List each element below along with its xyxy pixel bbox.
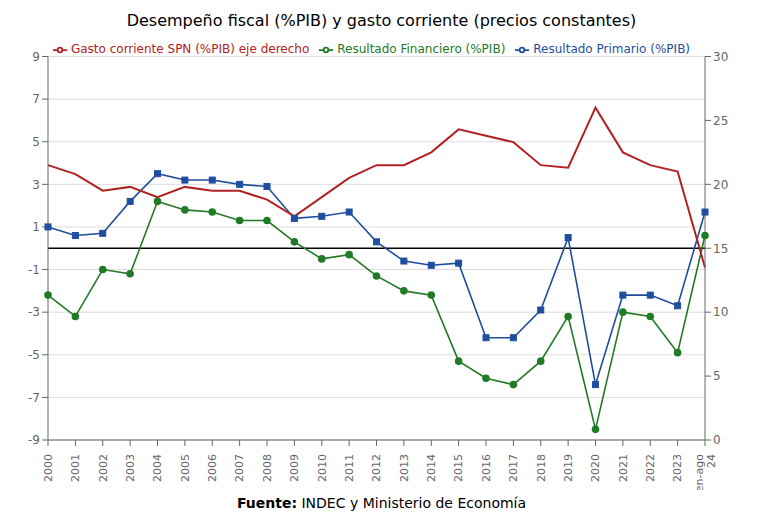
svg-text:10: 10 xyxy=(713,305,728,319)
html-text:Fuente: INDEC y Ministerio de: Fuente: INDEC y Ministerio de Economía xyxy=(236,495,527,511)
svg-text:2018: 2018 xyxy=(535,454,548,482)
svg-text:2005: 2005 xyxy=(179,454,192,482)
svg-text:25: 25 xyxy=(713,114,728,128)
svg-text:1: 1 xyxy=(32,220,40,234)
svg-text:2022: 2022 xyxy=(644,454,657,482)
svg-text:2001: 2001 xyxy=(69,454,82,482)
svg-text:2011: 2011 xyxy=(343,454,356,482)
svg-text:-9: -9 xyxy=(28,433,40,447)
svg-text:2017: 2017 xyxy=(507,454,520,482)
svg-text:2020: 2020 xyxy=(589,454,602,482)
html-text:Gasto corriente SPN (%PIB) eje: Gasto corriente SPN (%PIB) eje derecho xyxy=(70,42,310,56)
svg-text:2010: 2010 xyxy=(316,454,329,482)
svg-text:2012: 2012 xyxy=(370,454,383,482)
html-text:Desempeño fiscal (%PIB) y gast: Desempeño fiscal (%PIB) y gasto corrient… xyxy=(126,11,637,30)
svg-text:3: 3 xyxy=(32,178,40,192)
svg-text:-5: -5 xyxy=(28,348,40,362)
svg-text:en-ago24: en-ago24 xyxy=(693,454,718,490)
svg-text:2006: 2006 xyxy=(206,454,219,482)
svg-text:0: 0 xyxy=(713,433,721,447)
svg-text:2004: 2004 xyxy=(151,454,164,482)
svg-text:2016: 2016 xyxy=(480,454,493,482)
svg-text:2003: 2003 xyxy=(124,454,137,482)
svg-text:9: 9 xyxy=(32,50,40,64)
html-text:Resultado Financiero (%PIB): Resultado Financiero (%PIB) xyxy=(337,42,506,56)
svg-text:5: 5 xyxy=(32,135,40,149)
svg-text:2002: 2002 xyxy=(97,454,110,482)
svg-text:2023: 2023 xyxy=(671,454,684,482)
svg-text:5: 5 xyxy=(713,369,721,383)
svg-text:2014: 2014 xyxy=(425,454,438,482)
svg-text:-1: -1 xyxy=(28,263,40,277)
svg-text:7: 7 xyxy=(32,92,40,106)
svg-text:2019: 2019 xyxy=(562,454,575,482)
svg-text:-7: -7 xyxy=(28,391,40,405)
svg-text:2009: 2009 xyxy=(288,454,301,482)
svg-text:2013: 2013 xyxy=(398,454,411,482)
svg-text:15: 15 xyxy=(713,242,728,256)
svg-text:2008: 2008 xyxy=(261,454,274,482)
svg-text:2021: 2021 xyxy=(617,454,630,482)
svg-text:-3: -3 xyxy=(28,305,40,319)
svg-text:2000: 2000 xyxy=(42,454,55,482)
svg-text:2015: 2015 xyxy=(452,454,465,482)
html-text:Resultado Primario (%PIB): Resultado Primario (%PIB) xyxy=(533,42,691,56)
svg-text:30: 30 xyxy=(713,50,728,64)
svg-text:2007: 2007 xyxy=(233,454,246,482)
svg-text:20: 20 xyxy=(713,178,728,192)
